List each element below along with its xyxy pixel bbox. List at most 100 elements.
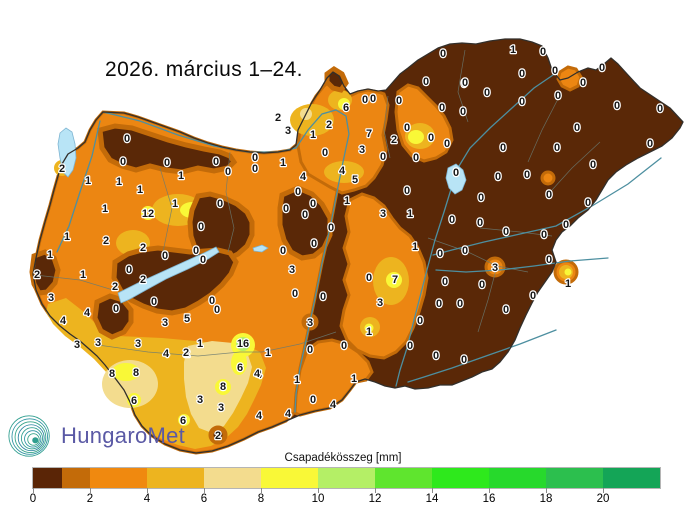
legend-tick-label: 2 (86, 493, 94, 505)
station-value: 0 (217, 198, 223, 210)
legend-title: Csapadékösszeg [mm] (284, 452, 402, 464)
station-value: 0 (460, 106, 466, 118)
legend-segment-0-1 (33, 468, 62, 488)
station-value: 4 (330, 399, 337, 411)
station-value: 1 (102, 203, 108, 215)
yellow-spot (112, 363, 140, 381)
station-value: 3 (307, 317, 313, 329)
station-value: 8 (133, 367, 139, 379)
lake (445, 163, 467, 195)
station-value: 0 (461, 78, 467, 90)
station-value: 1 (80, 269, 86, 281)
station-value: 0 (341, 340, 347, 352)
station-value: 0 (453, 167, 459, 179)
legend-tick (546, 488, 547, 493)
legend-segment-14-16 (432, 468, 489, 488)
hungaromet-logo: HungaroMet (6, 410, 185, 462)
legend-tick (489, 488, 490, 493)
station-value: 0 (407, 340, 413, 352)
station-value: 0 (213, 156, 219, 168)
station-value: 7 (366, 128, 372, 140)
legend-tick (33, 488, 34, 493)
legend-colorbar (32, 467, 661, 489)
station-value: 2 (275, 112, 281, 124)
station-value: 5 (184, 313, 190, 325)
station-value: 0 (599, 62, 605, 74)
station-value: 2 (112, 281, 118, 293)
station-value: 4 (300, 171, 307, 183)
yellow-spot (178, 414, 190, 426)
station-value: 1 (310, 129, 316, 141)
station-value: 0 (495, 171, 501, 183)
station-value: 3 (377, 297, 383, 309)
gold-dot (145, 210, 151, 216)
station-value: 0 (311, 238, 317, 250)
dark-region (324, 65, 349, 93)
station-value: 0 (366, 272, 372, 284)
station-value: 0 (457, 298, 463, 310)
gold-region (324, 161, 364, 183)
station-value: 0 (442, 276, 448, 288)
station-value: 0 (362, 94, 368, 106)
yellow-spot (364, 323, 374, 333)
station-value: 0 (307, 344, 313, 356)
station-value: 0 (524, 169, 530, 181)
station-value: 5 (352, 174, 358, 186)
legend-segment-8-10 (261, 468, 318, 488)
station-value: 1 (407, 208, 413, 220)
station-value: 0 (302, 209, 308, 221)
station-value: 3 (135, 338, 141, 350)
station-value: 0 (423, 76, 429, 88)
station-value: 0 (322, 147, 328, 159)
station-value: 0 (657, 103, 663, 115)
legend-tick-label: 8 (257, 493, 265, 505)
station-value: 0 (320, 291, 326, 303)
station-value: 1 (412, 241, 418, 253)
legend-segment-12-14 (375, 468, 432, 488)
station-value: 0 (503, 304, 509, 316)
station-value: 0 (126, 264, 132, 276)
station-value: 1 (344, 195, 350, 207)
dark-region (187, 191, 255, 265)
yellow-spot (564, 268, 572, 276)
legend-tick-label: 10 (311, 493, 325, 505)
legend-segment-10-12 (318, 468, 375, 488)
station-value: 0 (484, 87, 490, 99)
station-value: 0 (328, 222, 334, 234)
station-value: 0 (462, 77, 468, 89)
map-title: 2026. március 1–24. (105, 58, 303, 81)
station-value: 3 (48, 292, 54, 304)
county-border-line (479, 227, 553, 237)
station-value: 0 (162, 250, 168, 262)
station-value: 4 (256, 410, 263, 422)
station-value: 3 (380, 208, 386, 220)
station-value: 8 (220, 381, 226, 393)
station-value: 0 (647, 138, 653, 150)
station-value: 4 (285, 408, 292, 420)
station-value: 4 (256, 369, 263, 381)
station-value: 3 (218, 402, 224, 414)
legend-segment-4-6 (147, 468, 204, 488)
station-value: 7 (392, 274, 398, 286)
river-line (435, 257, 609, 273)
station-value: 1 (172, 198, 178, 210)
station-value: 0 (283, 203, 289, 215)
legend-tick-label: 14 (425, 493, 439, 505)
station-value: 0 (193, 245, 199, 257)
station-value: 0 (404, 122, 410, 134)
station-value: 0 (252, 163, 258, 175)
station-value: 0 (519, 68, 525, 80)
station-value: 6 (180, 415, 186, 427)
station-value: 1 (565, 278, 571, 290)
station-value: 0 (519, 96, 525, 108)
station-value: 3 (74, 339, 80, 351)
station-value: 2 (59, 163, 65, 175)
station-value: 3 (359, 144, 365, 156)
station-value: 0 (585, 197, 591, 209)
station-value: 2 (326, 119, 332, 131)
river-line (395, 72, 557, 387)
station-value: 0 (295, 186, 301, 198)
legend-tick (318, 488, 319, 493)
station-value: 0 (428, 132, 434, 144)
